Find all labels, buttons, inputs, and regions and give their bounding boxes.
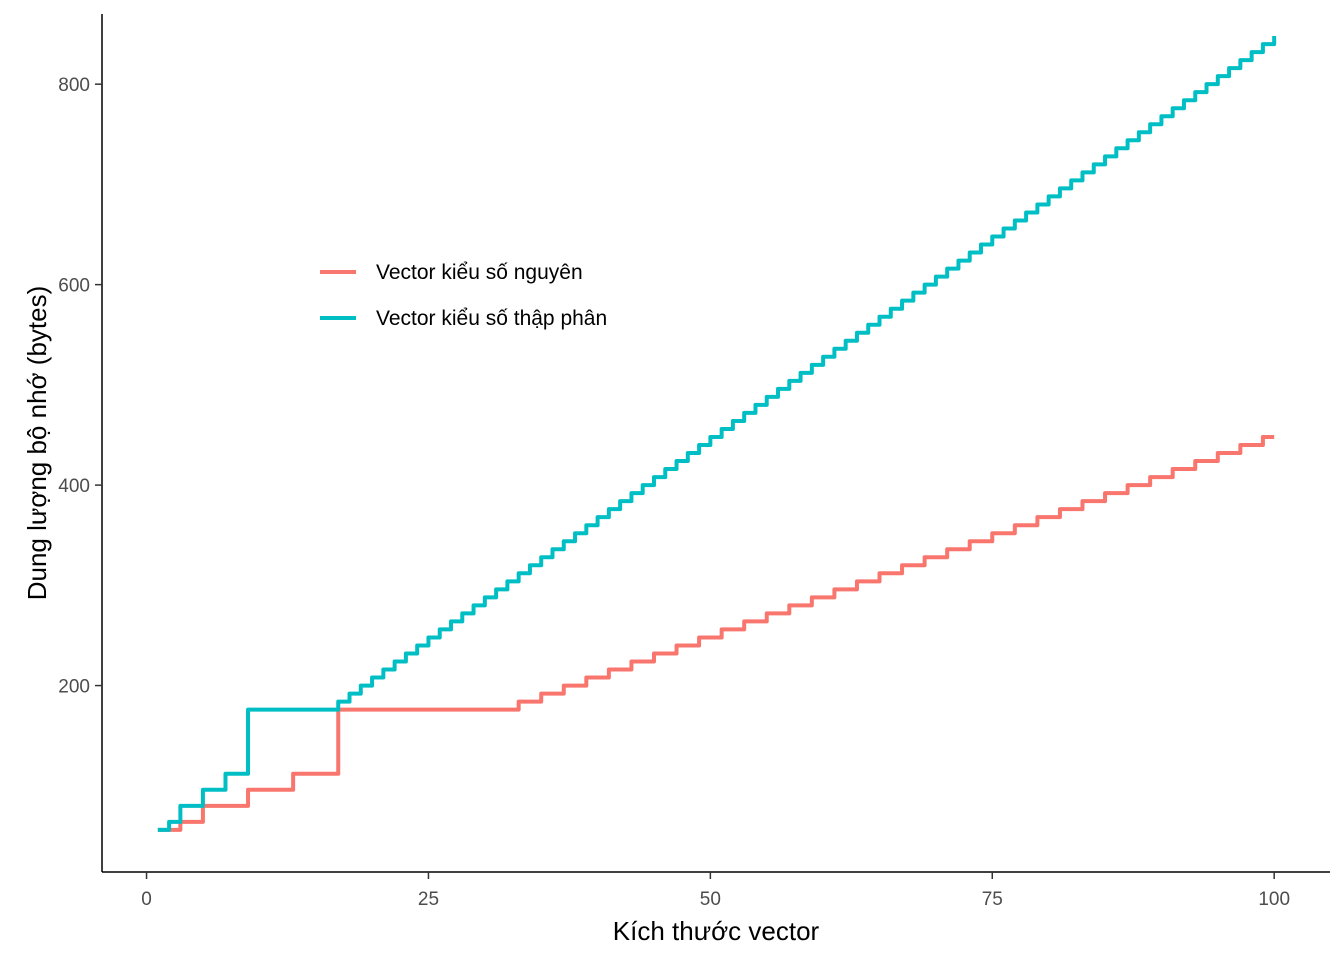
x-tick-label: 50: [700, 889, 721, 910]
legend: Vector kiểu số nguyên Vector kiểu số thậ…: [320, 261, 607, 330]
x-axis-title: Kích thước vector: [613, 916, 820, 946]
x-tick-label: 75: [982, 889, 1003, 910]
series-line-integer: [157, 434, 1275, 832]
x-tick-label: 100: [1258, 889, 1290, 910]
y-axis-title: Dung lượng bộ nhớ (bytes): [22, 286, 52, 601]
series-layer: [157, 36, 1277, 832]
ticks-layer: 0 25 50 75 100 200 400 600 800: [58, 75, 1290, 910]
legend-label-integer: Vector kiểu số nguyên: [376, 261, 583, 284]
series-line-double: [157, 36, 1277, 832]
x-tick-label: 0: [141, 889, 152, 910]
y-tick-label: 600: [58, 276, 90, 297]
y-tick-label: 200: [58, 677, 90, 698]
axes-layer: [101, 14, 1330, 873]
x-tick-label: 25: [418, 889, 439, 910]
y-tick-label: 400: [58, 476, 90, 497]
legend-label-double: Vector kiểu số thập phân: [376, 307, 607, 330]
y-tick-label: 800: [58, 75, 90, 96]
